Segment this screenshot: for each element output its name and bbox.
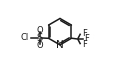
Text: Cl: Cl <box>21 33 29 42</box>
Text: N: N <box>56 40 64 50</box>
Text: S: S <box>37 33 43 43</box>
Text: F: F <box>84 34 89 43</box>
Text: F: F <box>82 40 87 49</box>
Text: F: F <box>82 29 87 37</box>
Text: O: O <box>36 41 43 50</box>
Text: O: O <box>36 26 43 35</box>
